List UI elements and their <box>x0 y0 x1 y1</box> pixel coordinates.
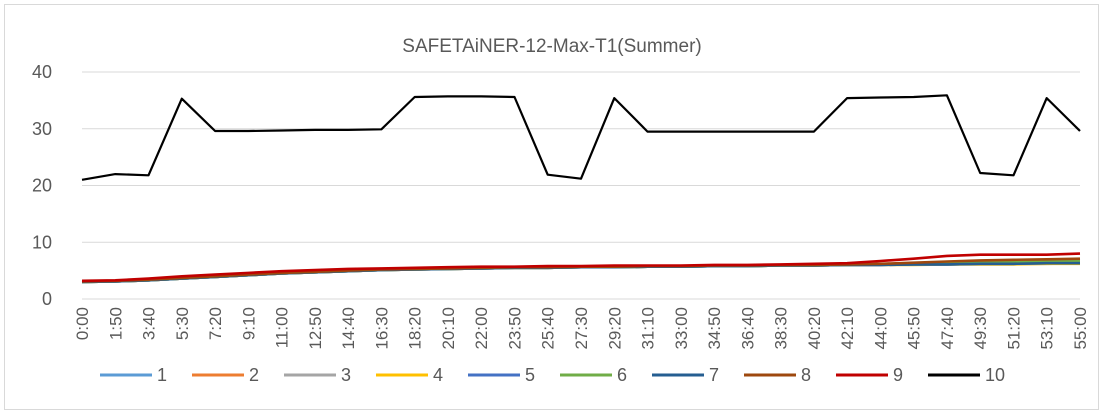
legend-label-6: 6 <box>617 365 627 385</box>
x-tick-label: 18:20 <box>406 307 425 350</box>
legend-label-4: 4 <box>433 365 443 385</box>
legend-label-8: 8 <box>801 365 811 385</box>
series-line-9 <box>81 252 1081 283</box>
x-tick-label: 42:10 <box>838 307 857 350</box>
x-tick-label: 40:20 <box>805 307 824 350</box>
x-tick-label: 20:10 <box>439 307 458 350</box>
legend-label-5: 5 <box>525 365 535 385</box>
x-tick-label: 1:50 <box>106 307 125 340</box>
y-tick-label: 20 <box>32 176 52 196</box>
x-tick-label: 44:00 <box>871 307 890 350</box>
y-tick-label: 0 <box>42 289 52 309</box>
legend-label-9: 9 <box>893 365 903 385</box>
chart-title: SAFETAiNER-12-Max-T1(Summer) <box>402 36 701 57</box>
y-axis-ticks: 0 10 20 30 40 <box>32 62 52 309</box>
x-tick-label: 3:40 <box>140 307 159 340</box>
x-tick-label: 33:00 <box>672 307 691 350</box>
x-tick-label: 38:30 <box>772 307 791 350</box>
x-axis-ticks: 0:00 1:50 3:40 5:30 7:20 9:10 11:00 12:50 14:40 1… <box>73 307 1090 350</box>
x-tick-label: 31:10 <box>639 307 658 350</box>
x-tick-label: 53:10 <box>1038 307 1057 350</box>
y-tick-label: 10 <box>32 232 52 252</box>
x-tick-label: 34:50 <box>705 307 724 350</box>
x-tick-label: 49:30 <box>971 307 990 350</box>
x-tick-label: 0:00 <box>73 307 92 340</box>
x-tick-label: 47:40 <box>938 307 957 350</box>
x-tick-label: 45:50 <box>905 307 924 350</box>
x-tick-label: 7:20 <box>206 307 225 340</box>
y-tick-label: 40 <box>32 62 52 82</box>
x-tick-label: 51:20 <box>1004 307 1023 350</box>
grid <box>82 71 1080 300</box>
x-tick-label: 27:30 <box>572 307 591 350</box>
x-tick-label: 11:00 <box>273 307 292 348</box>
y-tick-label: 30 <box>32 119 52 139</box>
x-tick-label: 14:40 <box>339 307 358 350</box>
x-tick-label: 5:30 <box>173 307 192 340</box>
legend-label-2: 2 <box>249 365 259 385</box>
x-tick-label: 23:50 <box>505 307 524 350</box>
x-tick-label: 9:10 <box>239 307 258 340</box>
x-tick-label: 25:40 <box>539 307 558 350</box>
legend-label-1: 1 <box>157 365 167 385</box>
legend-label-7: 7 <box>709 365 719 385</box>
legend-label-10: 10 <box>985 365 1005 385</box>
x-tick-label: 55:00 <box>1071 307 1090 350</box>
x-tick-label: 22:00 <box>472 307 491 350</box>
x-tick-label: 36:40 <box>738 307 757 350</box>
series-line-8 <box>81 257 1081 283</box>
legend: 1 2 3 4 5 6 7 8 9 10 <box>100 365 1005 385</box>
series-lines <box>81 94 1081 284</box>
legend-label-3: 3 <box>341 365 351 385</box>
x-tick-label: 12:50 <box>306 307 325 350</box>
x-tick-label: 16:30 <box>372 307 391 350</box>
series-line-10 <box>81 94 1081 181</box>
x-tick-label: 29:20 <box>605 307 624 350</box>
